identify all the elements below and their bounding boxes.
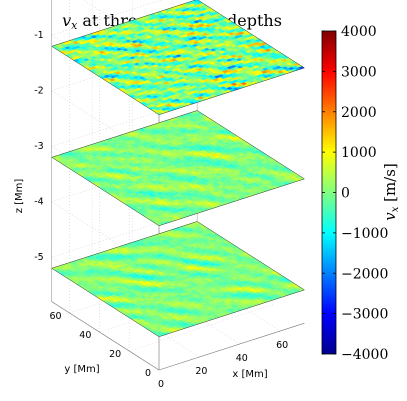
y-tick-label: 0 bbox=[145, 368, 151, 379]
y-tick-label: 20 bbox=[109, 349, 121, 360]
colorbar-tick-label: −3000 bbox=[341, 307, 388, 323]
z-tick-label: -4 bbox=[34, 197, 43, 208]
colorbar-tick-label: −1000 bbox=[341, 226, 388, 242]
x-tick-label: 0 bbox=[158, 379, 164, 390]
axis-line bbox=[51, 301, 160, 371]
z-tick-label: -2 bbox=[34, 86, 43, 97]
colorbar-label: vx [m/s] bbox=[381, 163, 401, 221]
depth-slices bbox=[51, 0, 306, 337]
x-tick-label: 20 bbox=[195, 366, 207, 377]
y-tick-label: 40 bbox=[79, 330, 91, 341]
colorbar-tick-label: 1000 bbox=[341, 145, 377, 161]
z-tick-label: -5 bbox=[34, 252, 43, 263]
colorbar-tick-label: 3000 bbox=[341, 64, 377, 80]
z-tick-label: -1 bbox=[34, 30, 43, 41]
x-tick-label: 60 bbox=[276, 340, 288, 351]
colorbar-tick-label: −2000 bbox=[341, 266, 388, 282]
z-tick-label: -3 bbox=[34, 141, 43, 152]
colorbar-tick-label: 2000 bbox=[341, 105, 377, 121]
z-axis-label: z [Mm] bbox=[14, 179, 25, 214]
colorbar-tick-label: 0 bbox=[341, 186, 350, 202]
depth-slice bbox=[51, 221, 306, 337]
y-tick-label: 60 bbox=[50, 311, 62, 322]
depth-slice bbox=[51, 110, 306, 226]
y-axis-label: y [Mm] bbox=[64, 364, 99, 375]
x-axis-label: x [Mm] bbox=[232, 369, 267, 380]
axis-line bbox=[158, 322, 305, 371]
colorbar-tick-label: −4000 bbox=[341, 347, 388, 363]
x-tick-label: 40 bbox=[236, 353, 248, 364]
colorbar-tick-label: 4000 bbox=[341, 24, 377, 40]
